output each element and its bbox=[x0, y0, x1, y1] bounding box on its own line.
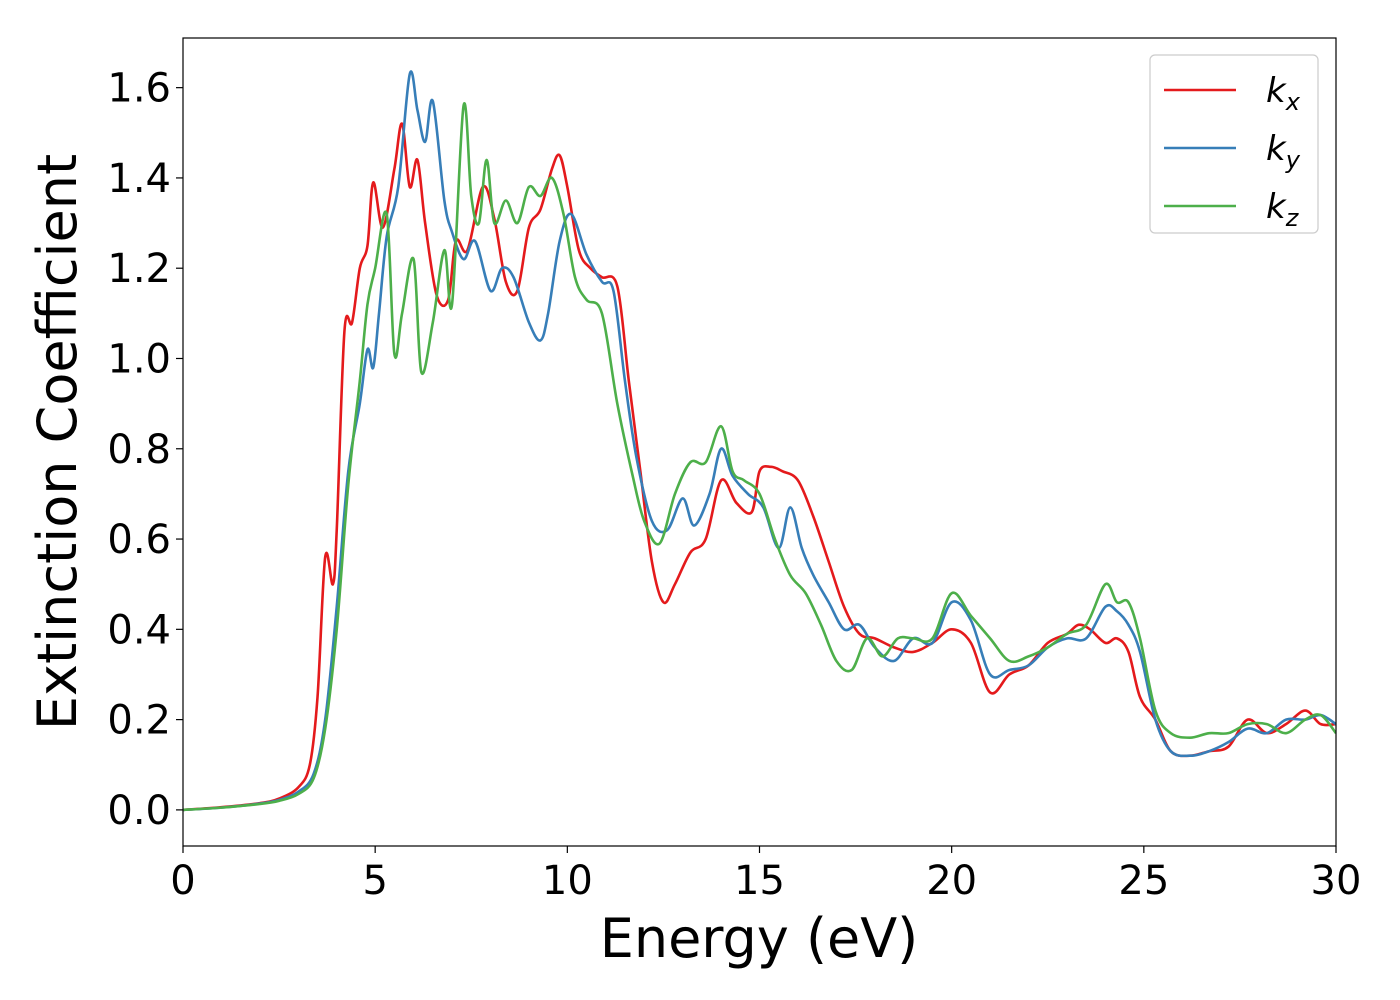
legend-box bbox=[1149, 54, 1319, 234]
y-tick-label: 0.6 bbox=[107, 517, 171, 563]
x-tick-label: 10 bbox=[542, 858, 593, 904]
x-tick-label: 15 bbox=[734, 858, 785, 904]
y-tick-label: 1.2 bbox=[107, 246, 171, 292]
y-tick-label: 1.0 bbox=[107, 336, 171, 382]
x-tick-label: 30 bbox=[1311, 858, 1362, 904]
legend-label-k-z: kz bbox=[1266, 187, 1300, 232]
x-tick-label: 25 bbox=[1118, 858, 1169, 904]
y-tick-label: 0.2 bbox=[107, 698, 171, 744]
legend-label-k-x: kx bbox=[1266, 71, 1301, 116]
x-tick-label: 0 bbox=[170, 858, 195, 904]
series-line-k-x bbox=[183, 122, 1336, 812]
x-tick-label: 20 bbox=[926, 858, 977, 904]
legend: kx ky kz bbox=[1149, 54, 1319, 234]
y-tick-label: 0.8 bbox=[107, 427, 171, 473]
y-tick-label: 1.4 bbox=[107, 156, 171, 202]
x-axis-title: Energy (eV) bbox=[600, 907, 919, 970]
y-tick-label: 0.0 bbox=[107, 788, 171, 834]
y-axis-title: Extinction Coefficient bbox=[26, 154, 89, 730]
x-tick-label: 5 bbox=[362, 858, 387, 904]
legend-label-k-y: ky bbox=[1266, 129, 1301, 174]
y-tick-label: 0.4 bbox=[107, 607, 171, 653]
series-line-k-z bbox=[183, 102, 1336, 812]
series-line-k-y bbox=[183, 70, 1336, 812]
y-tick-label: 1.6 bbox=[107, 66, 171, 112]
